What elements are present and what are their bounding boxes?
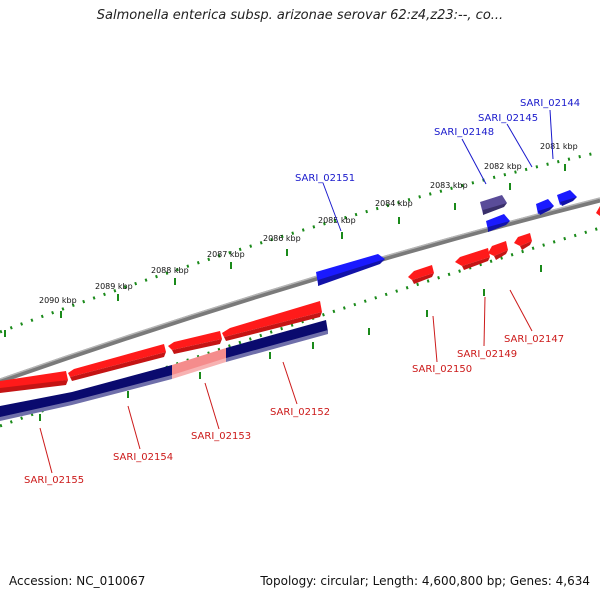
inner-major-ticks [39, 265, 542, 421]
genome-title: Salmonella enterica subsp. arizonae sero… [96, 8, 504, 23]
label-sari-02151[interactable]: SARI_02151 [295, 173, 355, 184]
gene-sari-02148[interactable] [480, 195, 510, 232]
gene-sari-02153[interactable] [168, 331, 222, 354]
forward-gene-labels[interactable]: SARI_02144 SARI_02145 SARI_02148 SARI_02… [295, 98, 580, 184]
label-sari-02145[interactable]: SARI_02145 [478, 113, 538, 124]
label-sari-02152[interactable]: SARI_02152 [270, 407, 330, 418]
gene-reverse-offscreen[interactable] [596, 206, 600, 216]
ruler-label-2086: 2086 kbp [263, 234, 301, 243]
outer-major-ticks [4, 164, 566, 337]
label-sari-02150[interactable]: SARI_02150 [412, 364, 472, 375]
gene-sari-02147[interactable] [514, 233, 532, 250]
gene-sari-02145[interactable] [536, 199, 554, 215]
label-sari-02148[interactable]: SARI_02148 [434, 127, 494, 138]
ruler-label-2087: 2087 kbp [207, 250, 245, 259]
reverse-gene-labels[interactable]: SARI_02147 SARI_02149 SARI_02150 SARI_02… [24, 334, 564, 486]
gene-sari-02150[interactable] [408, 265, 434, 284]
outer-ruler [0, 150, 600, 334]
gene-sari-02149[interactable] [455, 241, 508, 270]
ruler-label-2081: 2081 kbp [540, 142, 578, 151]
label-sari-02149[interactable]: SARI_02149 [457, 349, 517, 360]
gene-sari-02152[interactable] [222, 301, 322, 341]
gene-sari-02144[interactable] [557, 190, 577, 206]
accession-text: Accession: NC_010067 [9, 574, 146, 588]
ruler-label-2084: 2084 kbp [375, 199, 413, 208]
gene-sari-02155[interactable] [0, 371, 68, 393]
genome-summary-text: Topology: circular; Length: 4,600,800 bp… [260, 574, 590, 588]
gene-sari-02151[interactable] [316, 254, 385, 286]
label-sari-02144[interactable]: SARI_02144 [520, 98, 580, 109]
reverse-callouts [39, 289, 533, 474]
forward-callouts [322, 109, 554, 232]
forward-genes[interactable] [316, 190, 577, 286]
reverse-genes[interactable] [0, 206, 600, 393]
label-sari-02154[interactable]: SARI_02154 [113, 452, 173, 463]
ruler-label-2090: 2090 kbp [39, 296, 77, 305]
ruler-label-2088: 2088 kbp [151, 266, 189, 275]
genome-backbone [0, 197, 600, 384]
ruler-label-2082: 2082 kbp [484, 162, 522, 171]
ruler-label-2089: 2089 kbp [95, 282, 133, 291]
label-sari-02155[interactable]: SARI_02155 [24, 475, 84, 486]
gene-sari-02154[interactable] [68, 344, 166, 381]
gene-sari-02153-highlight[interactable] [172, 348, 226, 377]
label-sari-02153[interactable]: SARI_02153 [191, 431, 251, 442]
reverse-dark-track [0, 320, 328, 421]
ruler-label-2083: 2083 kbp [430, 181, 468, 190]
label-sari-02147[interactable]: SARI_02147 [504, 334, 564, 345]
